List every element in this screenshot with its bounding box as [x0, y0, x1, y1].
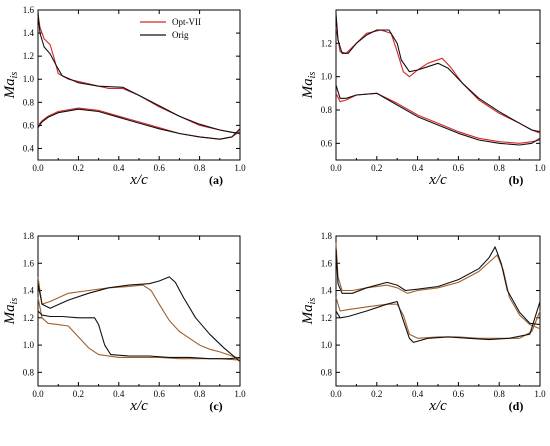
series-line-orig-upper — [335, 246, 541, 326]
y-tick-label: 1.0 — [23, 340, 35, 350]
y-tick-label: 0.8 — [23, 97, 35, 107]
plot-frame — [37, 235, 241, 387]
y-tick-label: 1.6 — [321, 258, 333, 268]
x-tick-label: 0.0 — [32, 389, 44, 399]
chart-panel-d: 0.0 0.2 0.4 0.6 0.8 1.0 0.8 1.0 1.2 1.4 1.6 1.8 Mais… — [300, 231, 546, 414]
series-line-orig-upper — [37, 12, 241, 135]
x-tick-label: 0.0 — [330, 163, 342, 173]
x-tick-label: 1.0 — [234, 163, 246, 173]
y-axis-label-sub: is — [307, 72, 318, 79]
x-tick-label: 0.4 — [113, 389, 125, 399]
y-tick-label: 1.2 — [321, 313, 332, 323]
panel-label: (d) — [509, 399, 524, 413]
y-tick-label: 0.6 — [321, 138, 333, 148]
series-line-orig-upper — [335, 13, 541, 133]
y-axis-label: Mais — [2, 72, 20, 100]
x-axis-label: x/c — [428, 172, 447, 188]
y-axis-label-sub: is — [9, 72, 20, 79]
y-tick-label: 0.8 — [321, 105, 333, 115]
x-tick-label: 0.8 — [494, 389, 506, 399]
y-tick-label: 1.4 — [23, 286, 35, 296]
x-axis-label: x/c — [129, 172, 148, 188]
series-line-brown-upper — [335, 242, 541, 330]
y-tick-label: 0.6 — [23, 120, 35, 130]
series-line-orig-lower — [37, 310, 241, 360]
x-tick-label: 0.8 — [194, 163, 206, 173]
x-tick-label: 0.8 — [194, 389, 206, 399]
chart-panel-c: 0.0 0.2 0.4 0.6 0.8 1.0 0.8 1.0 1.2 1.4 1.6 1.8 Mais… — [2, 231, 246, 414]
y-tick-label: 1.2 — [321, 38, 332, 48]
series-line-orig-lower — [335, 84, 541, 146]
y-tick-label: 0.8 — [23, 367, 35, 377]
x-tick-label: 0.6 — [453, 389, 465, 399]
y-tick-label: 1.8 — [321, 231, 333, 241]
y-axis-label-main: Ma — [300, 304, 316, 325]
x-tick-label: 0.4 — [412, 163, 424, 173]
y-axis-label: Mais — [300, 72, 318, 100]
legend: Opt-VII Orig — [140, 17, 201, 40]
x-tick-label: 1.0 — [534, 163, 546, 173]
x-tick-label: 0.4 — [113, 163, 125, 173]
x-tick-label: 1.0 — [234, 389, 246, 399]
series-line-opt-lower — [335, 92, 541, 144]
chart-panel-a: 0.0 0.2 0.4 0.6 0.8 1.0 0.4 0.6 0.8 1.0 1.2 1.4 1.6 M… — [2, 5, 246, 188]
panel-label: (a) — [209, 173, 223, 187]
x-tick-label: 0.0 — [330, 389, 342, 399]
y-axis-label-main: Ma — [2, 304, 18, 325]
x-tick-label: 0.6 — [453, 163, 465, 173]
y-axis-label: Mais — [2, 298, 20, 326]
y-tick-label: 1.0 — [23, 74, 35, 84]
x-axis-label: x/c — [129, 398, 148, 414]
series-line-orig-lower — [335, 300, 541, 343]
x-axis-label: x/c — [428, 398, 447, 414]
y-tick-label: 1.6 — [23, 258, 35, 268]
y-axis-label-sub: is — [307, 298, 318, 305]
y-axis-label-sub: is — [9, 298, 20, 305]
y-tick-label: 1.4 — [321, 286, 333, 296]
chart-panel-b: 0.0 0.2 0.4 0.6 0.8 1.0 0.6 0.8 1.0 1.2 Mais x/c (b) — [300, 9, 546, 188]
x-tick-label: 0.2 — [73, 389, 84, 399]
x-tick-label: 0.0 — [32, 163, 44, 173]
series-line-orig-lower — [37, 108, 241, 140]
series-line-brown-lower — [335, 297, 541, 339]
y-tick-label: 1.0 — [321, 72, 333, 82]
y-tick-label: 1.6 — [23, 5, 35, 15]
x-tick-label: 0.2 — [371, 163, 382, 173]
panel-label: (b) — [509, 173, 524, 187]
series-line-brown-upper — [37, 276, 241, 360]
y-tick-label: 1.2 — [23, 313, 34, 323]
series-line-opt-upper — [37, 15, 241, 135]
legend-label-opt: Opt-VII — [172, 17, 201, 27]
y-axis-label-main: Ma — [300, 78, 316, 99]
y-tick-label: 1.8 — [23, 231, 35, 241]
y-axis-label: Mais — [300, 298, 318, 326]
legend-label-orig: Orig — [172, 30, 189, 40]
x-tick-label: 1.0 — [534, 389, 546, 399]
x-tick-label: 0.2 — [371, 389, 382, 399]
series-line-brown-lower — [37, 297, 241, 361]
y-tick-label: 1.2 — [23, 51, 34, 61]
y-tick-label: 0.4 — [23, 143, 35, 153]
y-axis-label-main: Ma — [2, 78, 18, 99]
x-tick-label: 0.4 — [412, 389, 424, 399]
y-tick-label: 1.0 — [321, 340, 333, 350]
y-tick-label: 0.8 — [321, 367, 333, 377]
x-tick-label: 0.8 — [494, 163, 506, 173]
x-tick-label: 0.6 — [154, 389, 166, 399]
series-line-orig-upper — [37, 276, 241, 362]
x-tick-label: 0.2 — [73, 163, 84, 173]
y-tick-label: 1.4 — [23, 28, 35, 38]
plot-frame — [335, 9, 541, 161]
x-tick-label: 0.6 — [154, 163, 166, 173]
panel-label: (c) — [209, 399, 222, 413]
